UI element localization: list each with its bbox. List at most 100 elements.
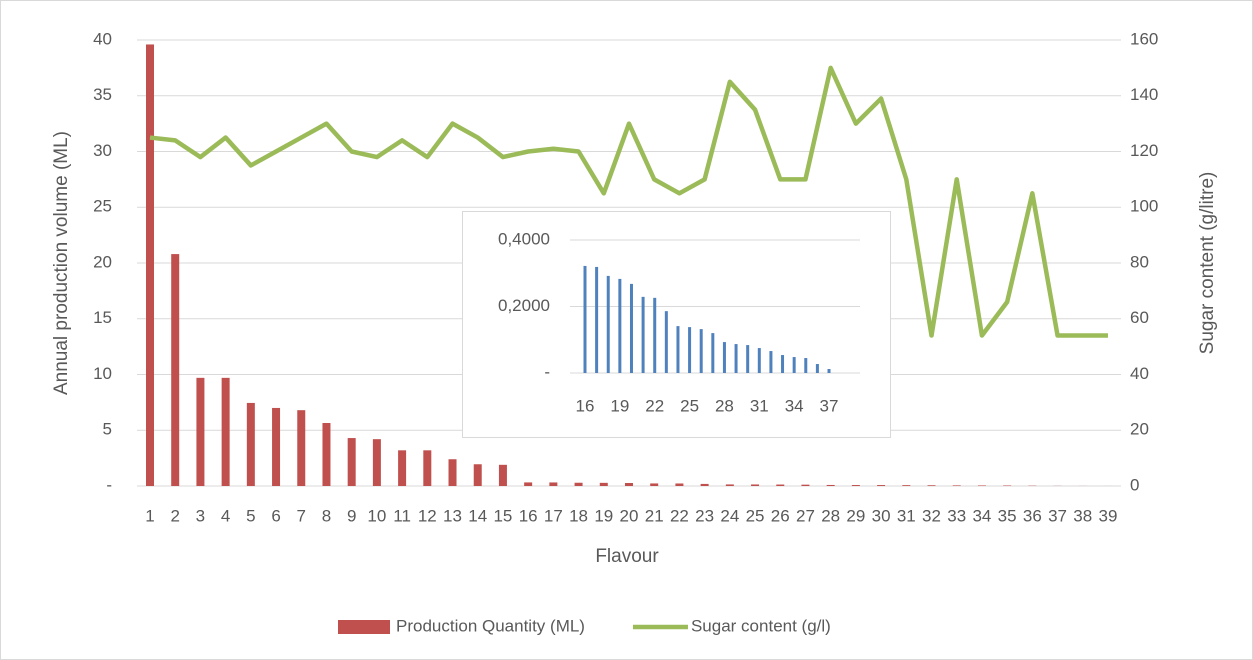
x-tick-label: 23	[695, 506, 714, 525]
legend-swatch	[338, 620, 390, 634]
bar	[851, 485, 860, 486]
bar	[618, 278, 622, 373]
y2-tick-label: 0	[1130, 475, 1139, 494]
x-tick-label: 19	[610, 396, 629, 415]
x-tick-label: 26	[771, 506, 790, 525]
legend-label: Production Quantity (ML)	[396, 616, 585, 635]
bar	[815, 364, 819, 373]
bar	[272, 407, 281, 486]
bar	[902, 485, 911, 486]
bar	[629, 283, 633, 373]
y2-tick-label: 20	[1130, 420, 1149, 439]
bar	[952, 485, 961, 486]
x-tick-label: 16	[576, 396, 595, 415]
y-tick-label: 5	[103, 420, 112, 439]
y-tick-label: 20	[93, 252, 112, 271]
x-tick-label: 22	[670, 506, 689, 525]
bar	[826, 484, 835, 486]
x-tick-label: 2	[170, 506, 179, 525]
y2-axis-title: Sugar content (g/litre)	[1197, 172, 1218, 355]
line	[149, 65, 1108, 338]
x-tick-label: 4	[221, 506, 230, 525]
y2-tick-label: 100	[1130, 197, 1158, 216]
bar	[473, 464, 482, 486]
bar	[423, 450, 432, 486]
bar	[927, 485, 936, 486]
x-tick-label: 29	[846, 506, 865, 525]
y-axis-title: Annual production volume (ML)	[51, 131, 72, 395]
bar	[734, 344, 738, 373]
bar	[827, 369, 831, 373]
x-tick-label: 5	[246, 506, 255, 525]
x-tick-label: 28	[821, 506, 840, 525]
x-tick-label: 27	[796, 506, 815, 525]
x-tick-label: 37	[820, 396, 839, 415]
bar	[524, 482, 533, 486]
x-axis-title: Flavour	[595, 546, 659, 567]
bar	[549, 482, 558, 486]
y2-tick-label: 80	[1130, 252, 1149, 271]
y-tick-label: 15	[93, 308, 112, 327]
x-tick-label: 32	[922, 506, 941, 525]
bar	[624, 483, 633, 486]
x-tick-label: 10	[367, 506, 386, 525]
bar	[699, 329, 703, 373]
bar	[769, 351, 773, 373]
bar	[1003, 485, 1012, 486]
bar	[877, 485, 886, 486]
bar	[751, 484, 760, 486]
x-tick-label: 7	[297, 506, 306, 525]
bar	[398, 450, 407, 486]
x-tick-label: 18	[569, 506, 588, 525]
bar	[146, 44, 154, 487]
x-tick-label: 3	[196, 506, 205, 525]
bar	[757, 348, 761, 373]
bar	[676, 326, 680, 373]
x-tick-label: 14	[468, 506, 487, 525]
bar	[746, 345, 750, 373]
bar	[722, 342, 726, 373]
bar	[700, 483, 709, 486]
x-tick-label: 25	[746, 506, 765, 525]
bar	[977, 485, 986, 486]
x-tick-label: 16	[519, 506, 538, 525]
bar	[711, 333, 715, 373]
x-tick-label: 13	[443, 506, 462, 525]
bar	[574, 482, 583, 486]
y2-tick-label: 60	[1130, 308, 1149, 327]
bar	[675, 483, 684, 486]
x-tick-label: 24	[720, 506, 739, 525]
bar	[781, 355, 785, 373]
y-tick-label: 30	[93, 141, 112, 160]
x-tick-label: 38	[1073, 506, 1092, 525]
bar	[595, 266, 599, 373]
x-tick-label: 19	[594, 506, 613, 525]
bar	[246, 402, 255, 486]
bar	[776, 484, 785, 486]
y-tick-label: 25	[93, 197, 112, 216]
bar	[171, 254, 180, 486]
x-tick-label: 35	[998, 506, 1017, 525]
x-tick-label: 30	[872, 506, 891, 525]
y-tick-label: -	[544, 362, 550, 381]
x-tick-label: 25	[680, 396, 699, 415]
x-tick-label: 34	[785, 396, 804, 415]
x-tick-label: 17	[544, 506, 563, 525]
y-tick-label: 40	[93, 29, 112, 48]
y-tick-label: 0,2000	[498, 296, 550, 315]
bar	[792, 357, 796, 373]
x-tick-label: 39	[1099, 506, 1118, 525]
x-tick-label: 6	[271, 506, 280, 525]
bar	[801, 484, 810, 486]
y2-tick-label: 120	[1130, 141, 1158, 160]
bar	[725, 484, 734, 486]
bar	[347, 438, 356, 486]
legend-label: Sugar content (g/l)	[691, 616, 831, 635]
y-tick-label: -	[106, 475, 112, 494]
bar	[653, 297, 657, 373]
bar	[448, 459, 457, 486]
x-tick-label: 9	[347, 506, 356, 525]
x-tick-label: 21	[645, 506, 664, 525]
x-tick-label: 34	[972, 506, 991, 525]
